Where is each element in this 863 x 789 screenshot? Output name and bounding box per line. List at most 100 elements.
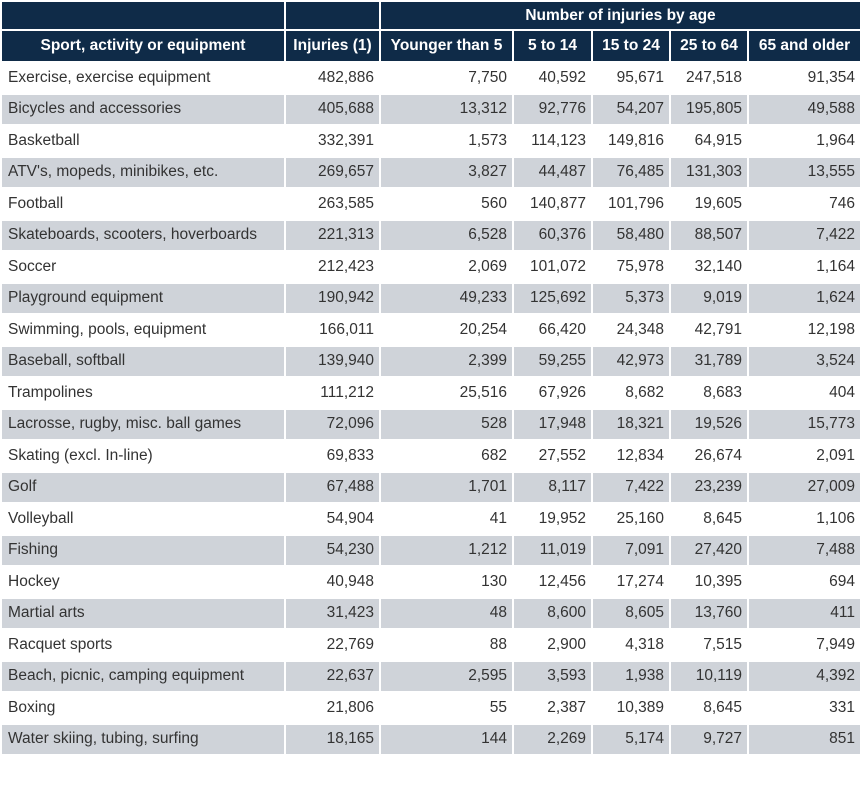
age-5-14-cell: 40,592 [512, 61, 593, 95]
column-header-under-5: Younger than 5 [379, 29, 514, 63]
under-5-cell: 41 [379, 502, 514, 536]
table-row: Beach, picnic, camping equipment 22,637 2,… [0, 659, 863, 693]
under-5-cell: 1,701 [379, 470, 514, 504]
injuries-cell: 22,769 [284, 628, 381, 662]
injuries-cell: 21,806 [284, 691, 381, 725]
injuries-cell: 54,904 [284, 502, 381, 536]
age-65-older-cell: 2,091 [746, 439, 863, 473]
sport-cell: Trampolines [0, 376, 286, 410]
table-row: Soccer 212,423 2,069 101,072 75,978 32,140 1,1… [0, 250, 863, 284]
injuries-cell: 269,657 [284, 155, 381, 189]
sport-cell: Football [0, 187, 286, 221]
sport-cell: Soccer [0, 250, 286, 284]
age-15-24-cell: 54,207 [591, 92, 671, 126]
age-5-14-cell: 8,117 [512, 470, 593, 504]
header-group-row: Number of injuries by age [0, 0, 863, 31]
age-25-64-cell: 8,683 [669, 376, 749, 410]
age-65-older-cell: 13,555 [746, 155, 863, 189]
age-25-64-cell: 64,915 [669, 124, 749, 158]
injuries-cell: 111,212 [284, 376, 381, 410]
table-row: Football 263,585 560 140,877 101,796 19,605 74… [0, 187, 863, 221]
under-5-cell: 682 [379, 439, 514, 473]
age-15-24-cell: 18,321 [591, 407, 671, 441]
age-15-24-cell: 7,422 [591, 470, 671, 504]
injuries-cell: 54,230 [284, 533, 381, 567]
injuries-cell: 221,313 [284, 218, 381, 252]
age-15-24-cell: 4,318 [591, 628, 671, 662]
age-15-24-cell: 24,348 [591, 313, 671, 347]
age-25-64-cell: 19,526 [669, 407, 749, 441]
age-15-24-cell: 8,605 [591, 596, 671, 630]
age-65-older-cell: 49,588 [746, 92, 863, 126]
sport-cell: Beach, picnic, camping equipment [0, 659, 286, 693]
sport-cell: Boxing [0, 691, 286, 725]
age-65-older-cell: 851 [746, 722, 863, 756]
age-25-64-cell: 7,515 [669, 628, 749, 662]
age-25-64-cell: 8,645 [669, 691, 749, 725]
table-row: Playground equipment 190,942 49,233 125,692… [0, 281, 863, 315]
age-25-64-cell: 195,805 [669, 92, 749, 126]
age-5-14-cell: 125,692 [512, 281, 593, 315]
under-5-cell: 25,516 [379, 376, 514, 410]
injuries-cell: 482,886 [284, 61, 381, 95]
age-5-14-cell: 140,877 [512, 187, 593, 221]
injuries-cell: 263,585 [284, 187, 381, 221]
table-row: Baseball, softball 139,940 2,399 59,255 42,9… [0, 344, 863, 378]
age-25-64-cell: 42,791 [669, 313, 749, 347]
age-25-64-cell: 31,789 [669, 344, 749, 378]
age-65-older-cell: 411 [746, 596, 863, 630]
age-25-64-cell: 13,760 [669, 596, 749, 630]
age-25-64-cell: 9,019 [669, 281, 749, 315]
age-65-older-cell: 1,964 [746, 124, 863, 158]
under-5-cell: 130 [379, 565, 514, 599]
under-5-cell: 88 [379, 628, 514, 662]
age-15-24-cell: 25,160 [591, 502, 671, 536]
age-65-older-cell: 331 [746, 691, 863, 725]
age-65-older-cell: 694 [746, 565, 863, 599]
age-25-64-cell: 8,645 [669, 502, 749, 536]
sport-cell: Bicycles and accessories [0, 92, 286, 126]
under-5-cell: 20,254 [379, 313, 514, 347]
age-65-older-cell: 1,106 [746, 502, 863, 536]
age-65-older-cell: 1,164 [746, 250, 863, 284]
age-65-older-cell: 7,949 [746, 628, 863, 662]
age-25-64-cell: 10,395 [669, 565, 749, 599]
table-row: Racquet sports 22,769 88 2,900 4,318 7,515 7,9… [0, 628, 863, 662]
age-15-24-cell: 5,373 [591, 281, 671, 315]
age-65-older-cell: 4,392 [746, 659, 863, 693]
age-15-24-cell: 8,682 [591, 376, 671, 410]
sport-cell: Racquet sports [0, 628, 286, 662]
age-25-64-cell: 9,727 [669, 722, 749, 756]
header-columns-row: Sport, activity or equipment Injuries (1… [0, 29, 863, 63]
injuries-cell: 31,423 [284, 596, 381, 630]
age-5-14-cell: 59,255 [512, 344, 593, 378]
age-15-24-cell: 1,938 [591, 659, 671, 693]
injuries-cell: 332,391 [284, 124, 381, 158]
age-25-64-cell: 10,119 [669, 659, 749, 693]
under-5-cell: 7,750 [379, 61, 514, 95]
injuries-cell: 67,488 [284, 470, 381, 504]
sport-cell: Basketball [0, 124, 286, 158]
table-row: Hockey 40,948 130 12,456 17,274 10,395 694 [0, 565, 863, 599]
table-row: Trampolines 111,212 25,516 67,926 8,682 8,683… [0, 376, 863, 410]
sport-cell: Skating (excl. In-line) [0, 439, 286, 473]
under-5-cell: 1,212 [379, 533, 514, 567]
age-5-14-cell: 12,456 [512, 565, 593, 599]
age-5-14-cell: 27,552 [512, 439, 593, 473]
table-row: Exercise, exercise equipment 482,886 7,750… [0, 61, 863, 95]
age-25-64-cell: 26,674 [669, 439, 749, 473]
age-5-14-cell: 114,123 [512, 124, 593, 158]
age-5-14-cell: 3,593 [512, 659, 593, 693]
age-25-64-cell: 27,420 [669, 533, 749, 567]
column-header-injuries: Injuries (1) [284, 29, 381, 63]
sport-cell: Lacrosse, rugby, misc. ball games [0, 407, 286, 441]
injuries-cell: 166,011 [284, 313, 381, 347]
table-body: Exercise, exercise equipment 482,886 7,750… [0, 61, 863, 756]
under-5-cell: 2,595 [379, 659, 514, 693]
sport-cell: Fishing [0, 533, 286, 567]
injuries-cell: 40,948 [284, 565, 381, 599]
age-25-64-cell: 247,518 [669, 61, 749, 95]
sport-cell: ATV's, mopeds, minibikes, etc. [0, 155, 286, 189]
sport-cell: Hockey [0, 565, 286, 599]
table-row: Martial arts 31,423 48 8,600 8,605 13,760 411 [0, 596, 863, 630]
